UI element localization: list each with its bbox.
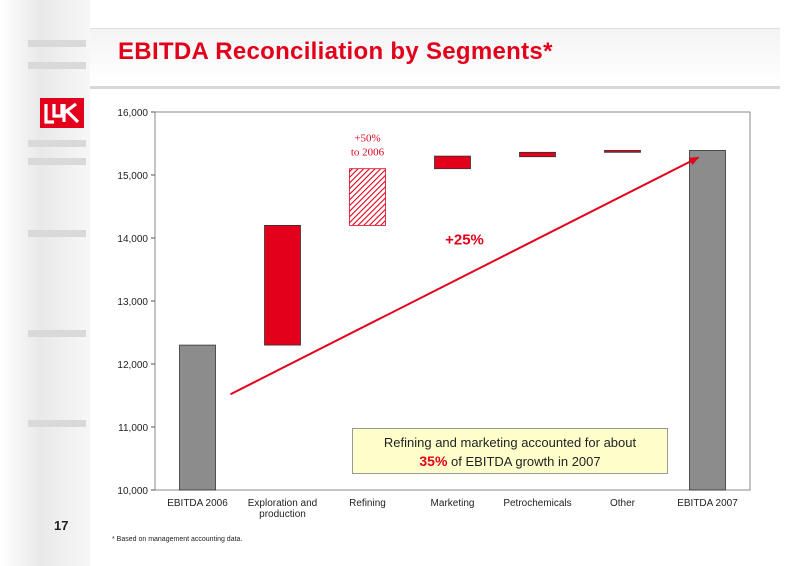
- bar-exploration-and-production: [264, 224, 301, 346]
- footnote: * Based on management accounting data.: [112, 536, 243, 543]
- bar-petrochemicals: [519, 151, 556, 158]
- bar-ebitda-2006: [179, 344, 216, 491]
- callout-line1: Refining and marketing accounted for abo…: [383, 435, 637, 450]
- decor-stripe: [28, 420, 86, 427]
- x-tick-label: EBITDA 2007: [677, 498, 738, 509]
- x-tick-label: Other: [610, 498, 636, 509]
- lukoil-logo-icon: [40, 98, 84, 128]
- refining-growth-sublabel: to 2006: [351, 146, 385, 158]
- y-tick-label: 11,000: [118, 423, 148, 434]
- y-tick-label: 10,000: [117, 486, 148, 497]
- refining-growth-label: +50%: [354, 133, 380, 145]
- y-tick-label: 14,000: [117, 234, 148, 245]
- x-tick-label: production: [259, 509, 306, 520]
- x-tick-label: Exploration and: [248, 498, 318, 509]
- title-bar: [90, 28, 780, 84]
- y-tick-label: 15,000: [117, 171, 148, 182]
- bar-ebitda-2007: [689, 150, 726, 491]
- y-tick-label: 13,000: [117, 297, 148, 308]
- y-tick-label: 16,000: [117, 108, 148, 119]
- x-tick-label: Refining: [349, 498, 386, 509]
- x-tick-label: Marketing: [431, 498, 475, 509]
- page-title: EBITDA Reconciliation by Segments*: [118, 38, 553, 65]
- decor-stripe: [28, 230, 86, 237]
- x-tick-label: Petrochemicals: [503, 498, 571, 509]
- decor-stripe: [28, 330, 86, 337]
- growth-trend-arrow: [230, 156, 700, 396]
- decor-stripe: [28, 140, 86, 147]
- decor-stripe: [28, 40, 86, 47]
- overall-growth-label: +25%: [445, 231, 484, 248]
- page-number: 17: [54, 518, 69, 533]
- left-decor-strip: [0, 0, 90, 566]
- y-tick-label: 12,000: [117, 360, 148, 371]
- callout-highlight: 35%: [419, 453, 448, 469]
- callout-line2-text: of EBITDA growth in 2007: [451, 454, 601, 469]
- x-tick-label: EBITDA 2006: [167, 498, 228, 509]
- bar-marketing: [434, 155, 471, 170]
- bar-other: [604, 150, 641, 153]
- bar-refining: [349, 168, 386, 226]
- title-divider: [90, 86, 780, 89]
- callout-box: Refining and marketing accounted for abo…: [352, 428, 668, 474]
- decor-stripe: [28, 158, 86, 165]
- callout-line2: 35% of EBITDA growth in 2007: [353, 452, 667, 471]
- decor-stripe: [28, 62, 86, 69]
